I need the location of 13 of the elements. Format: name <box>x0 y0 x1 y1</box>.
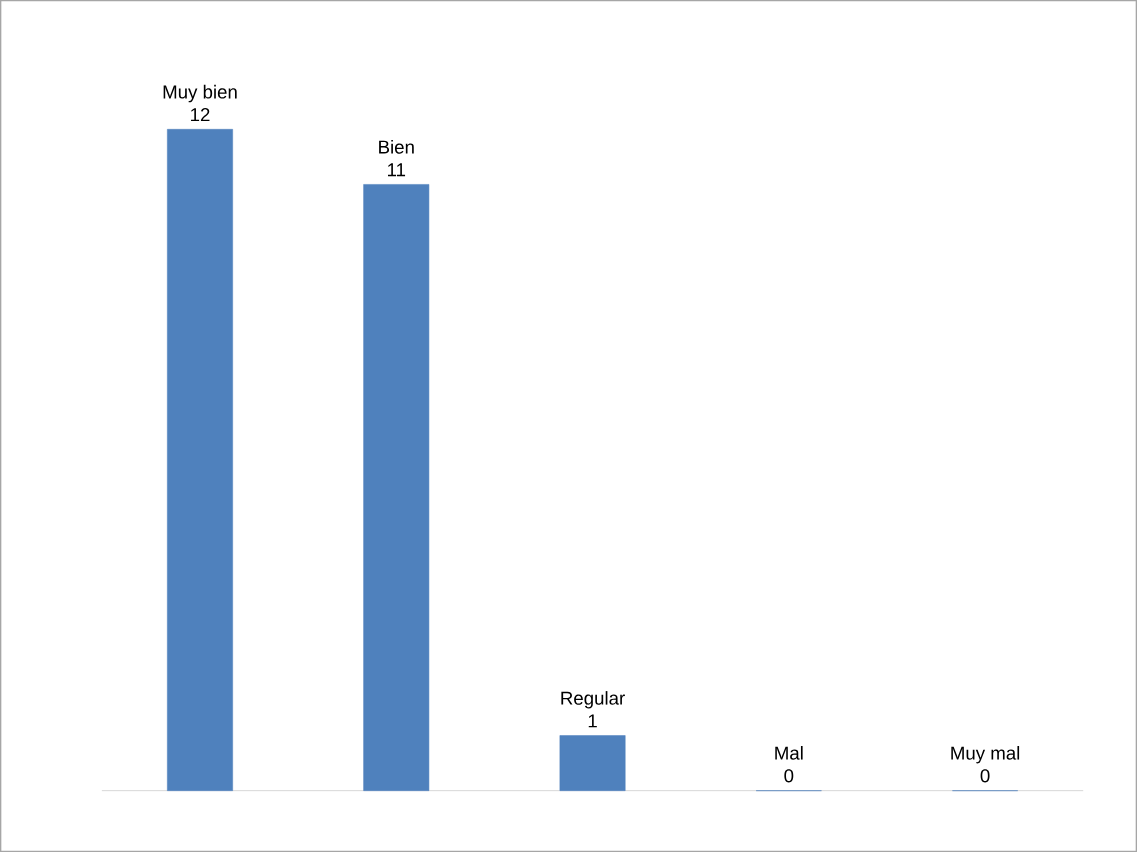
bar <box>167 129 233 791</box>
x-tick-label: Muy mal <box>951 746 1020 764</box>
data-label: 11 <box>388 163 406 177</box>
bar <box>559 735 626 791</box>
data-label: 1 <box>588 714 597 728</box>
data-label: 12 <box>191 108 210 122</box>
x-tick-label: Mal <box>775 746 803 760</box>
x-tick-label: Regular <box>561 691 625 709</box>
bar <box>363 184 430 791</box>
data-label: 0 <box>784 769 794 783</box>
data-label: 0 <box>980 769 990 783</box>
x-tick-label: Bien <box>379 139 414 154</box>
x-tick-label: Muy bien <box>163 84 237 103</box>
